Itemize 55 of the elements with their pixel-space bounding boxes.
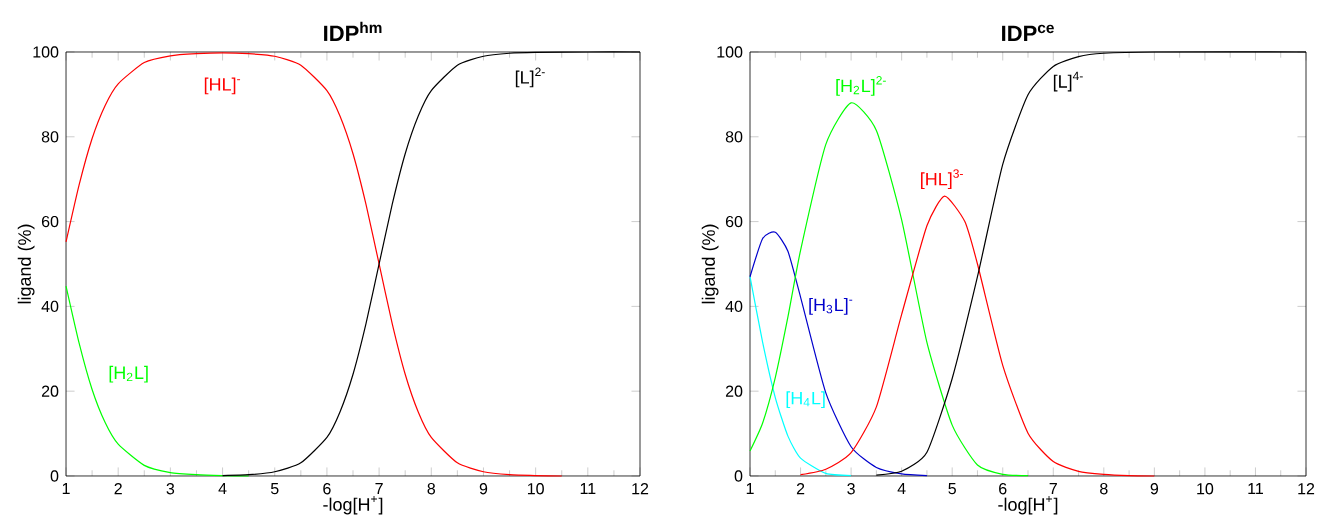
- x-tick-label: 8: [427, 483, 436, 495]
- x-tick-label: 9: [1150, 483, 1159, 495]
- x-axis-title: -log[H$^{+}$]: [998, 496, 1058, 515]
- y-tick-label: 100: [33, 46, 59, 58]
- x-tick-label: 10: [527, 483, 544, 495]
- x-tick-label: 8: [1100, 483, 1108, 495]
- x-tick-label: 11: [1248, 483, 1263, 495]
- x-tick-label: 3: [166, 483, 175, 495]
- y-tick-label: 0: [734, 470, 743, 482]
- y-tick-label: 80: [41, 131, 59, 143]
- x-tick-label: 5: [948, 483, 956, 495]
- chart-title: IDP$^{ce}$: [1002, 24, 1054, 41]
- series-label: [HL]$^{3-}$: [921, 169, 963, 190]
- series-label: [H$_{4}$L]: [786, 391, 825, 409]
- line-series: [65, 52, 563, 477]
- series-label: [H$_{2}$L]: [109, 365, 148, 383]
- x-tick-label: 7: [1049, 483, 1057, 495]
- x-tick-label: 12: [632, 483, 649, 495]
- y-tick-label: 100: [717, 46, 743, 58]
- y-tick-label: 80: [725, 131, 743, 143]
- x-tick-label: 2: [114, 483, 122, 495]
- x-axis-title: -log[H$^{+}$]: [323, 496, 383, 515]
- x-tick-label: 5: [270, 483, 279, 495]
- x-tick-label: 1: [746, 483, 754, 495]
- line-series: [749, 276, 852, 477]
- y-axis-title: ligand (%): [17, 224, 35, 304]
- y-tick-label: 0: [50, 470, 59, 482]
- y-tick-label: 40: [41, 300, 59, 313]
- y-tick-label: 20: [41, 385, 59, 397]
- y-axis-title: ligand (%): [701, 224, 719, 304]
- x-tick-label: 11: [580, 483, 596, 495]
- y-tick-label: 60: [41, 215, 59, 228]
- y-tick-label: 60: [725, 215, 743, 228]
- series-label: [L]$^{4-}$: [1053, 71, 1083, 92]
- series-label: [H$_{3}$L]$^{-}$: [809, 297, 853, 315]
- line-series: [65, 285, 250, 477]
- x-tick-label: 9: [479, 483, 488, 495]
- line-series: [749, 231, 928, 477]
- x-tick-label: 6: [999, 483, 1007, 495]
- x-tick-label: 7: [375, 483, 383, 495]
- x-tick-label: 12: [1298, 483, 1315, 495]
- y-tick-label: 40: [725, 300, 743, 313]
- x-tick-label: 3: [847, 483, 855, 495]
- x-tick-label: 10: [1197, 483, 1214, 495]
- x-tick-label: 1: [62, 483, 70, 495]
- x-tick-label: 6: [323, 483, 331, 495]
- series-label: [H$_{2}$L]$^{2-}$: [836, 76, 886, 96]
- x-tick-label: 2: [796, 483, 805, 495]
- x-tick-label: 4: [897, 483, 906, 495]
- series-label: [HL]$^{-}$: [204, 77, 241, 95]
- y-tick-label: 20: [725, 385, 743, 397]
- line-series: [749, 102, 1029, 477]
- series-label: [L]$^{2-}$: [515, 67, 545, 88]
- chart-title: IDP$^{hm}$: [324, 21, 382, 41]
- x-tick-label: 4: [218, 483, 227, 495]
